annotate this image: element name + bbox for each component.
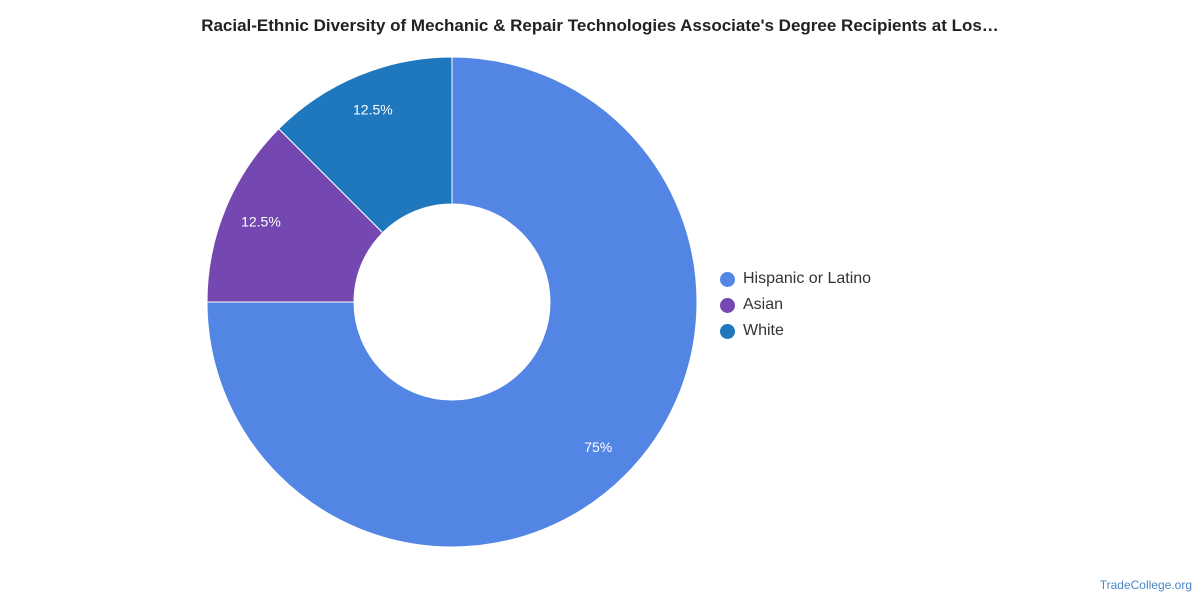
slice-label: 12.5% (353, 102, 393, 118)
slice-label: 12.5% (241, 214, 281, 230)
legend-label: Hispanic or Latino (743, 270, 872, 287)
slice-hispanic-or-latino[interactable] (206, 56, 698, 548)
source-link[interactable]: TradeCollege.org (1099, 578, 1192, 592)
legend-label: White (743, 322, 784, 339)
legend-item-asian[interactable]: Asian (720, 292, 871, 318)
legend-label: Asian (743, 296, 784, 313)
slice-asian[interactable] (206, 128, 384, 303)
legend: Hispanic or Latino Asian White (720, 266, 871, 344)
legend-swatch (720, 297, 735, 313)
chart-title: Racial-Ethnic Diversity of Mechanic & Re… (201, 16, 999, 35)
slice-white[interactable] (278, 56, 453, 234)
legend-swatch (720, 323, 735, 339)
legend-item-white[interactable]: White (720, 318, 871, 344)
slice-label: 75% (584, 439, 612, 455)
legend-item-hispanic-or-latino[interactable]: Hispanic or Latino (720, 266, 871, 292)
legend-swatch (720, 271, 735, 287)
